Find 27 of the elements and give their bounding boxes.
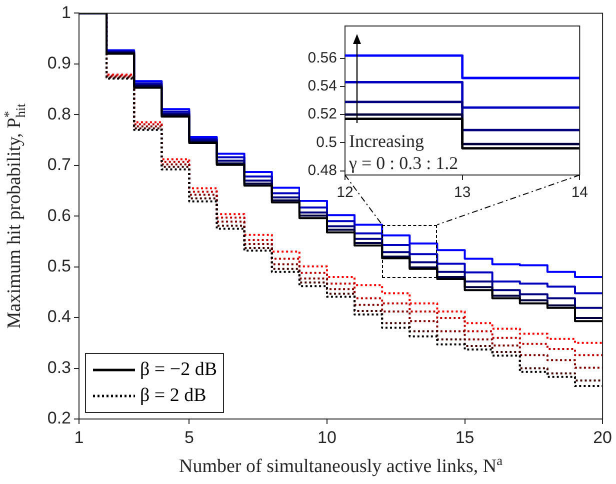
y-tick-label: 0.5 (316, 134, 337, 151)
y-tick-label: 0.4 (47, 307, 71, 326)
y-tick-label: 0.9 (47, 54, 71, 73)
x-tick-label: 12 (336, 184, 354, 202)
x-tick-label: 20 (593, 428, 612, 447)
y-tick-label: 0.48 (308, 162, 337, 179)
legend-label: β = −2 dB (140, 358, 218, 382)
x-tick-label: 5 (184, 428, 194, 447)
x-tick-label: 1 (74, 428, 84, 447)
x-tick-label: 10 (318, 428, 336, 447)
y-tick-label: 0.56 (308, 49, 337, 66)
legend-label: β = 2 dB (140, 384, 206, 408)
y-tick-label: 0.3 (47, 358, 71, 377)
y-tick-label: 0.52 (308, 106, 337, 123)
y-tick-label: 0.8 (47, 104, 71, 124)
y-tick-label: 0.2 (47, 408, 71, 428)
annotation: Increasing (349, 131, 424, 151)
y-axis-title: Maximum hit probability, P*hit (0, 103, 28, 329)
annotation: γ = 0 : 0.3 : 1.2 (348, 153, 458, 173)
x-tick-label: 14 (571, 184, 588, 202)
y-tick-label: 0.54 (308, 78, 337, 95)
y-tick-label: 0.6 (47, 206, 71, 225)
y-tick-label: 0.5 (47, 256, 71, 276)
x-tick-label: 15 (455, 428, 474, 447)
y-tick-label: 1 (62, 2, 71, 22)
x-tick-label: 13 (454, 184, 471, 202)
y-tick-label: 0.7 (47, 155, 71, 174)
